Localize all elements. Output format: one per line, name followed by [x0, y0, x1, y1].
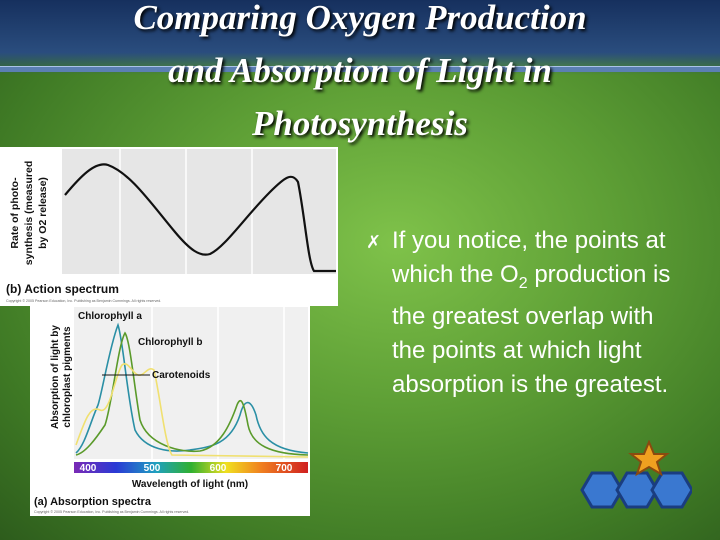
header-rule	[0, 66, 720, 72]
decoration	[580, 440, 692, 509]
title-line: Photosynthesis	[252, 104, 468, 143]
bullet-text: If you notice, the points at which the O…	[392, 224, 692, 401]
series-label: Chlorophyll a	[78, 311, 142, 322]
action-spectrum-figure: Rate of photo- synthesis (measured by O2…	[0, 147, 338, 306]
carotenoids-curve	[75, 363, 309, 458]
y-axis-label: chloroplast pigments	[62, 326, 73, 428]
subscript: 2	[518, 274, 528, 292]
chlorophyll-b-curve	[75, 331, 309, 456]
bullet-marker: ✗	[366, 232, 382, 252]
spectrum-bar	[74, 462, 308, 473]
title-line: and Absorption of Light in	[168, 51, 552, 90]
caption: (a) Absorption spectra	[34, 496, 152, 508]
action-curve	[64, 163, 336, 273]
caption: (b) Action spectrum	[6, 282, 119, 296]
chlorophyll-a-curve	[75, 322, 309, 454]
x-tick-label: 400	[80, 463, 97, 474]
x-tick-label: 500	[144, 463, 161, 474]
x-tick-label: 700	[276, 463, 293, 474]
copyright: Copyright © 2005 Pearson Education, Inc.…	[6, 299, 161, 303]
header-band	[0, 0, 720, 75]
y-axis-label: Absorption of light by	[50, 325, 61, 429]
series-label: Chlorophyll b	[138, 337, 202, 348]
y-axis-label: synthesis (measured	[23, 161, 35, 265]
copyright: Copyright © 2005 Pearson Education, Inc.…	[34, 510, 189, 514]
series-label: Carotenoids	[152, 370, 211, 381]
x-tick-label: 600	[210, 463, 227, 474]
y-axis-label: by O2 release)	[37, 177, 49, 249]
text: production is the greatest overlap with …	[392, 260, 671, 398]
y-axis-label: Rate of photo-	[9, 177, 21, 249]
plot-area	[74, 307, 308, 459]
x-axis-label: Wavelength of light (nm)	[132, 479, 248, 490]
title-line: Comparing Oxygen Production	[133, 0, 587, 37]
absorption-spectra-figure: 400 500 600 700 Chlorophyll a Chlorophyl…	[30, 305, 310, 516]
text: If you notice, the points at which the O	[392, 227, 666, 288]
plot-area	[62, 149, 336, 274]
